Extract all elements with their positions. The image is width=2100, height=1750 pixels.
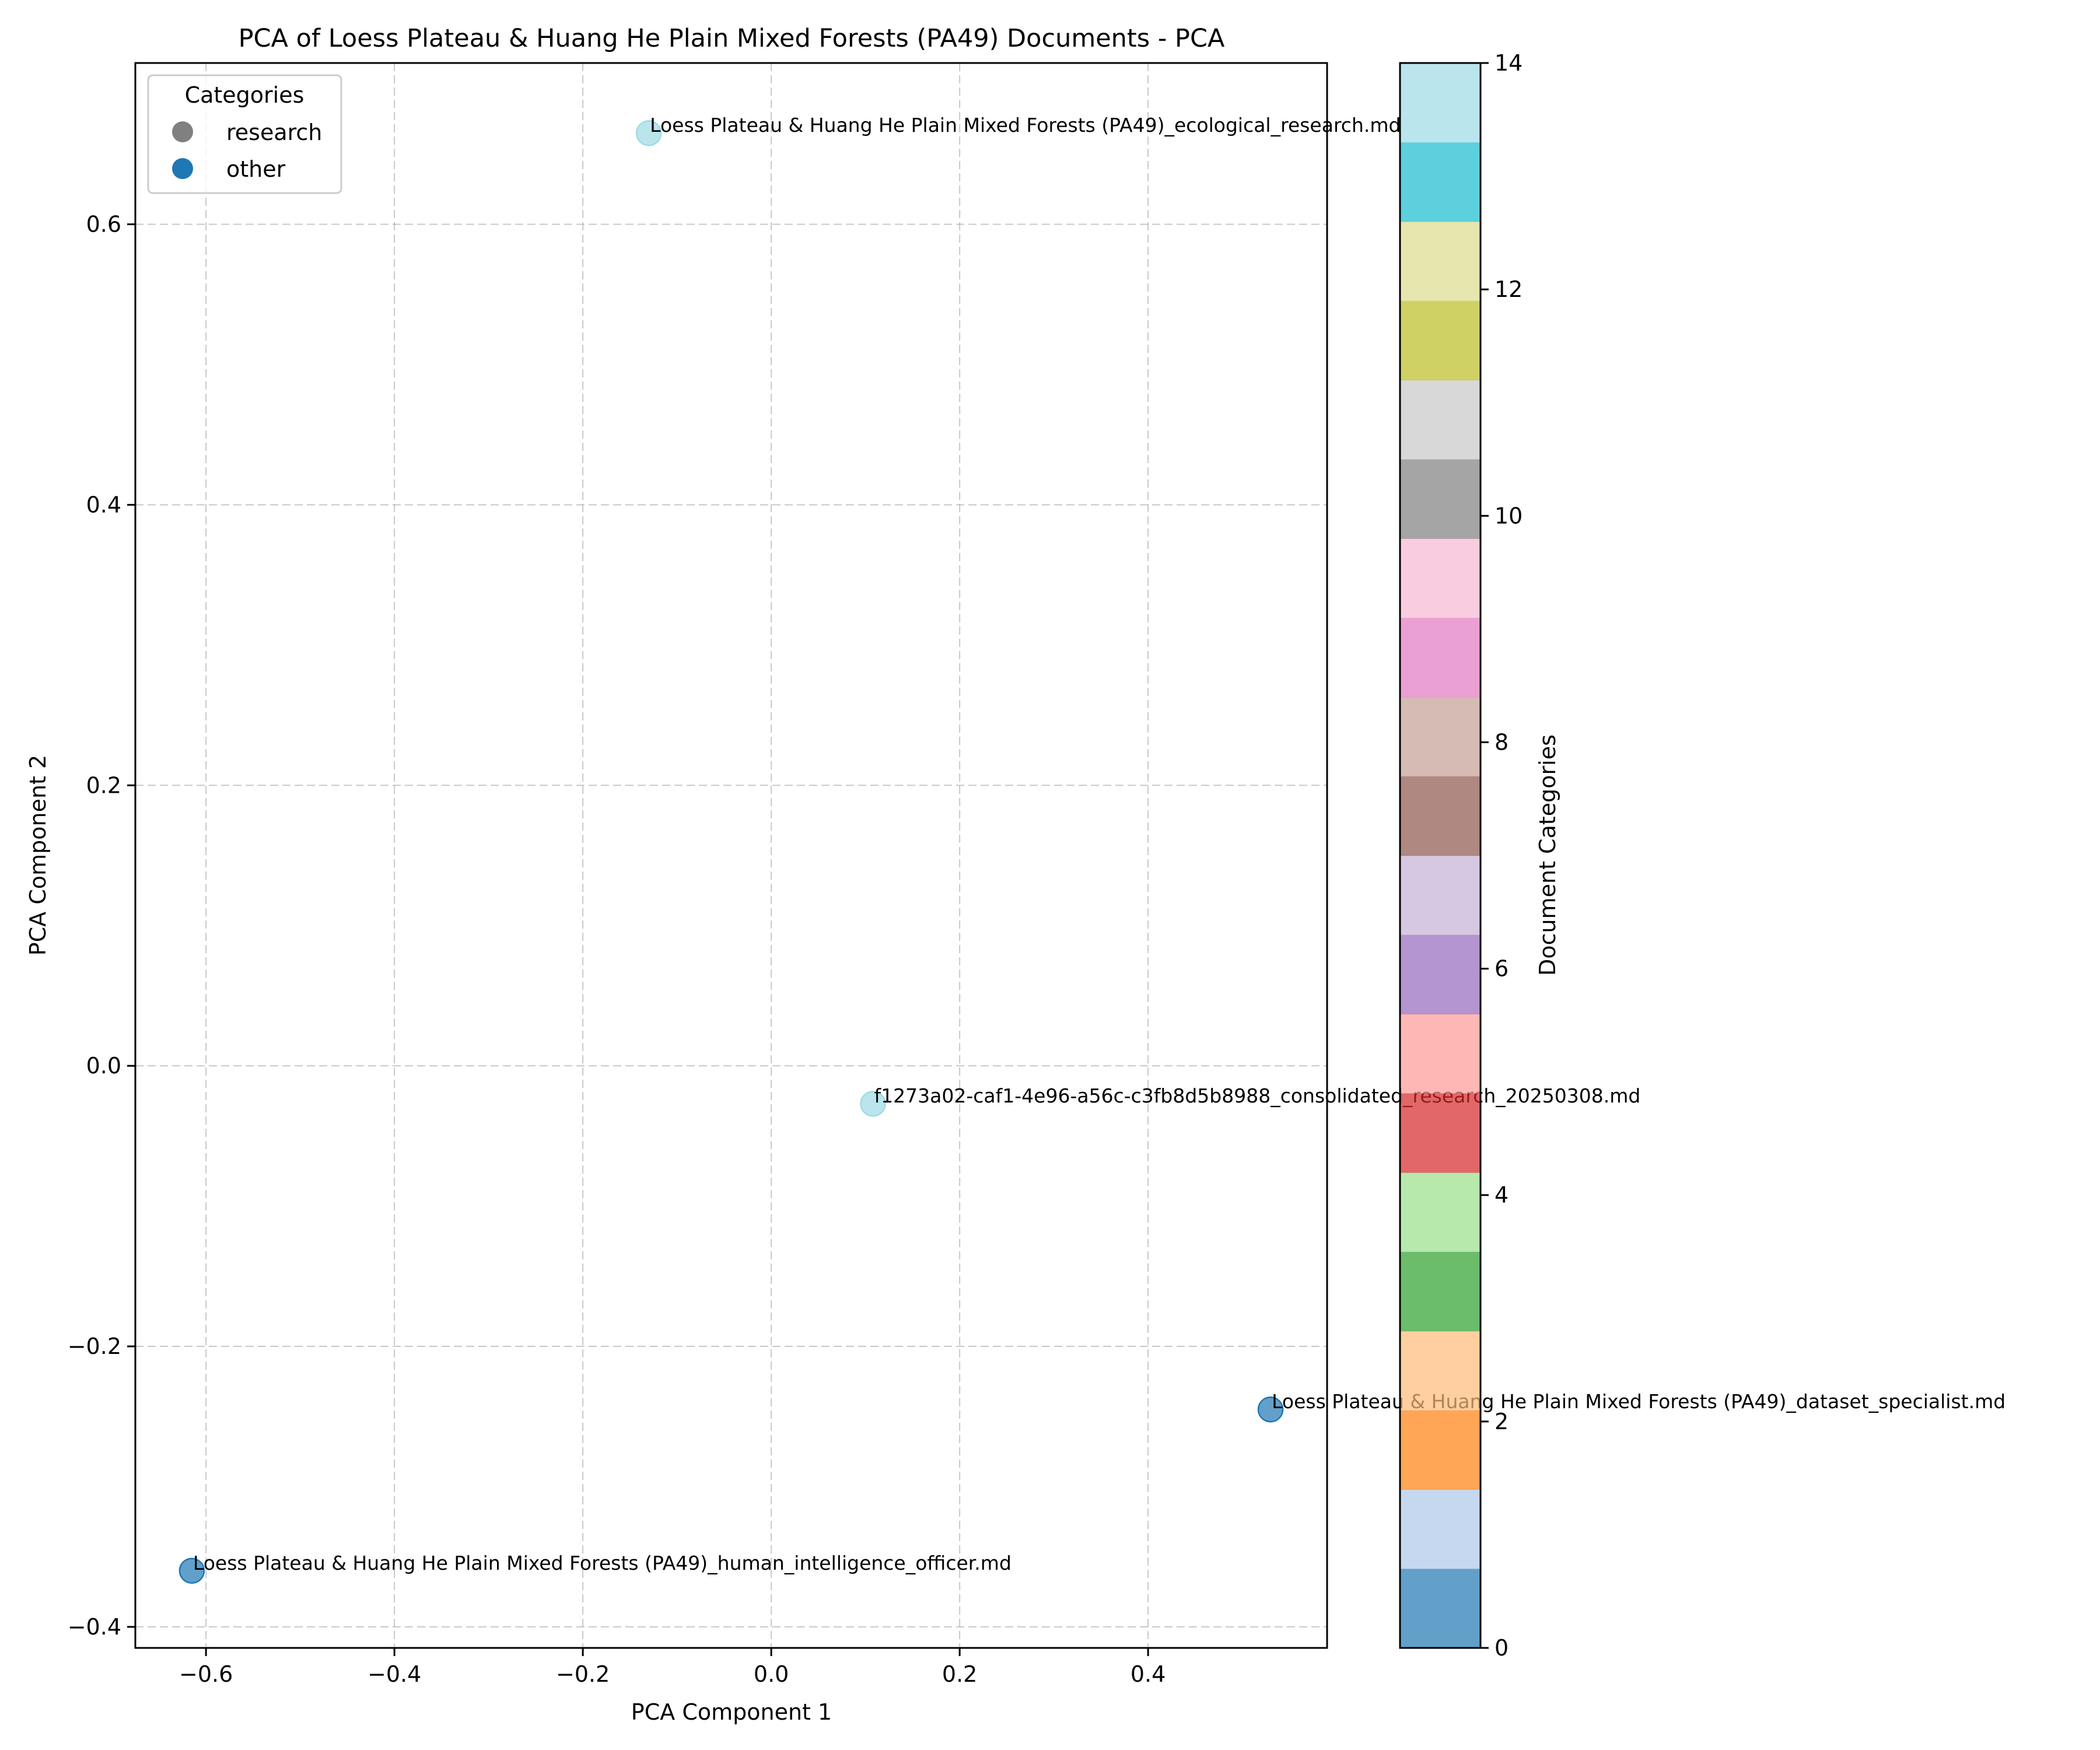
colorbar-swatch <box>1400 1093 1480 1173</box>
plot-frame <box>134 62 1328 1649</box>
colorbar-swatch <box>1400 617 1480 698</box>
y-tick-label: −0.2 <box>68 1334 121 1359</box>
data-points <box>178 120 1284 1584</box>
x-tick-label: 0.4 <box>1130 1661 1166 1687</box>
y-tick-label: −0.4 <box>68 1614 121 1640</box>
chart-title: PCA of Loess Plateau & Huang He Plain Mi… <box>239 24 1225 53</box>
x-tick-label: 0.2 <box>942 1661 977 1687</box>
data-point-label: f1273a02-caf1-4e96-a56c-c3fb8d5b8988_con… <box>874 1084 1641 1107</box>
colorbar-tick-label: 0 <box>1494 1635 1508 1661</box>
data-point <box>635 120 662 146</box>
colorbar-tick-label: 6 <box>1494 956 1508 982</box>
x-axis-ticks: −0.6 −0.4 −0.2 0.0 0.2 0.4 <box>179 1648 1166 1687</box>
point-labels: Loess Plateau & Huang He Plain Mixed For… <box>193 114 2006 1574</box>
data-point-label: Loess Plateau & Huang He Plain Mixed For… <box>650 114 1401 136</box>
colorbar-swatch <box>1400 538 1480 618</box>
grid-lines <box>135 63 1327 1648</box>
x-tick-label: 0.0 <box>754 1661 789 1687</box>
y-tick-label: 0.2 <box>86 772 121 798</box>
x-tick-label: −0.4 <box>368 1661 421 1687</box>
plot-area: Loess Plateau & Huang He Plain Mixed For… <box>68 62 2006 1687</box>
legend-label-other: other <box>226 156 286 182</box>
legend-box <box>147 74 342 194</box>
colorbar-tick-label: 10 <box>1494 503 1522 528</box>
legend-marker-research <box>172 121 193 142</box>
colorbar-swatch <box>1400 935 1480 1014</box>
colorbar-swatch <box>1400 300 1480 380</box>
colorbar-swatch <box>1400 1172 1480 1252</box>
colorbar-swatch <box>1400 776 1480 856</box>
colorbar-ticks: 0 2 4 6 8 10 12 14 <box>1480 50 1522 1661</box>
colorbar-swatch <box>1400 1410 1480 1490</box>
x-tick-label: −0.2 <box>556 1661 610 1687</box>
colorbar-frame <box>1399 62 1482 1649</box>
colorbar-swatch <box>1400 142 1480 222</box>
colorbar-swatch <box>1400 855 1480 935</box>
colorbar-swatches <box>1400 63 1480 1648</box>
legend-label-research: research <box>226 120 322 145</box>
x-axis-label: PCA Component 1 <box>631 1699 832 1725</box>
y-axis-label: PCA Component 2 <box>25 755 51 956</box>
y-tick-label: 0.4 <box>86 492 121 517</box>
colorbar-swatch <box>1400 380 1480 460</box>
data-point <box>178 1558 205 1584</box>
colorbar-label: Document Categories <box>1535 734 1560 976</box>
y-axis-ticks: −0.4 −0.2 0.0 0.2 0.4 0.6 <box>68 212 135 1640</box>
legend-title: Categories <box>185 82 304 108</box>
colorbar-tick-label: 12 <box>1494 276 1522 302</box>
y-tick-label: 0.0 <box>86 1053 121 1079</box>
y-tick-label: 0.6 <box>86 212 121 237</box>
colorbar-swatch <box>1400 459 1480 539</box>
legend-marker-other <box>172 158 193 179</box>
data-point-label: Loess Plateau & Huang He Plain Mixed For… <box>193 1552 1012 1574</box>
colorbar-swatch <box>1400 221 1480 302</box>
data-point <box>1257 1396 1284 1423</box>
colorbar-swatch <box>1400 1331 1480 1411</box>
colorbar-tick-label: 2 <box>1494 1409 1508 1434</box>
colorbar-tick-label: 8 <box>1494 729 1508 755</box>
colorbar-tick-label: 4 <box>1494 1182 1508 1208</box>
colorbar-swatch <box>1400 696 1480 777</box>
colorbar-swatch <box>1400 1251 1480 1332</box>
colorbar-swatch <box>1400 1489 1480 1569</box>
data-point <box>860 1090 886 1117</box>
data-point-label: Loess Plateau & Huang He Plain Mixed For… <box>1272 1390 2006 1413</box>
colorbar: 0 2 4 6 8 10 12 14 Document Categories <box>1399 50 1560 1661</box>
legend: Categories research other <box>147 74 342 194</box>
colorbar-swatch <box>1400 1014 1480 1094</box>
x-tick-label: −0.6 <box>179 1661 233 1687</box>
colorbar-tick-label: 14 <box>1494 50 1522 76</box>
colorbar-swatch <box>1400 1569 1480 1648</box>
colorbar-swatch <box>1400 63 1480 143</box>
